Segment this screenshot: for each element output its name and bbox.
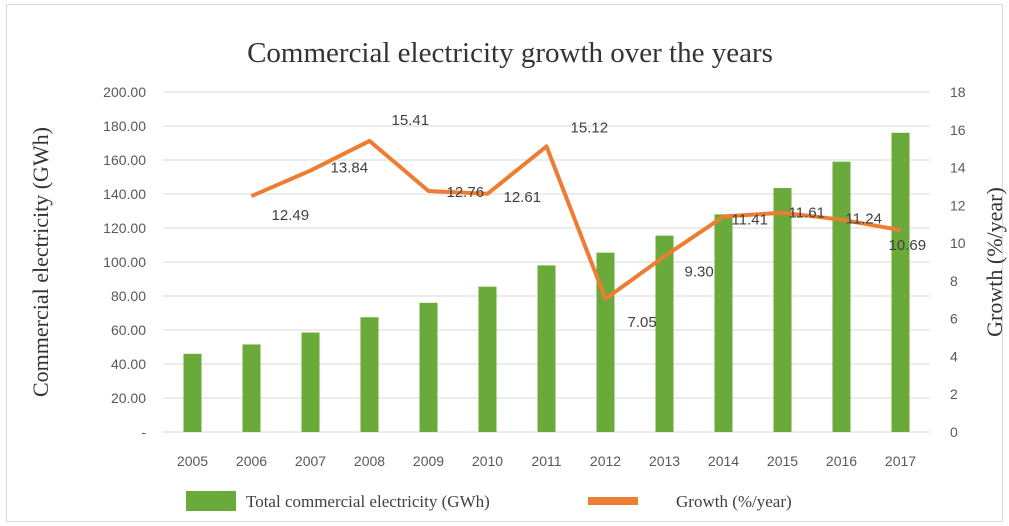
x-tick-label: 2011 — [531, 453, 561, 469]
data-label: 12.61 — [504, 189, 542, 206]
bar — [714, 214, 733, 432]
bar — [242, 344, 261, 432]
y2-tick-label: 0 — [950, 424, 958, 440]
data-label: 15.41 — [392, 112, 430, 129]
x-tick-label: 2007 — [295, 453, 326, 469]
y-tick-label: 80.00 — [111, 288, 146, 304]
chart-title: Commercial electricity growth over the y… — [247, 37, 773, 69]
y-tick-label: 140.00 — [103, 186, 146, 202]
data-label: 7.05 — [628, 314, 657, 331]
y2-tick-label: 2 — [950, 386, 958, 402]
legend-label-bars: Total commercial electricity (GWh) — [246, 492, 490, 511]
bar — [301, 332, 320, 432]
y2-tick-label: 8 — [950, 273, 958, 289]
y2-tick-label: 10 — [950, 235, 966, 251]
y-tick-label: 120.00 — [103, 220, 146, 236]
x-tick-label: 2016 — [826, 453, 857, 469]
x-tick-label: 2010 — [472, 453, 503, 469]
x-tick-label: 2014 — [708, 453, 739, 469]
y2-tick-label: 16 — [950, 122, 966, 138]
line-series: 12.49 13.84 15.41 12.76 12.61 15.12 7.05 9.30 11… — [250, 112, 927, 331]
legend: Total commercial electricity (GWh) Growth… — [186, 491, 792, 511]
data-label: 15.12 — [571, 119, 609, 136]
legend-swatch-line — [588, 497, 638, 505]
bar-series — [183, 132, 910, 433]
bar — [478, 286, 497, 432]
data-label: 12.49 — [272, 207, 310, 224]
y-tick-label: 40.00 — [111, 356, 146, 372]
data-label: 11.24 — [846, 211, 882, 228]
x-tick-label: 2008 — [354, 453, 385, 469]
data-label: 12.76 — [447, 184, 485, 201]
data-label: 13.84 — [331, 160, 369, 177]
x-tick-label: 2009 — [413, 453, 444, 469]
bar — [832, 161, 851, 432]
y-tick-label: 100.00 — [103, 254, 146, 270]
gridlines — [163, 91, 930, 433]
growth-line — [250, 138, 901, 301]
bar — [655, 235, 674, 432]
bar — [773, 188, 792, 432]
bar — [360, 317, 379, 432]
y-axis-label: Commercial electricity (GWh) — [28, 127, 53, 397]
x-tick-label: 2013 — [649, 453, 680, 469]
y-tick-label: 200.00 — [103, 84, 146, 100]
data-label: 11.41 — [732, 211, 768, 228]
y2-tick-label: 12 — [950, 197, 966, 213]
y2-tick-label: 14 — [950, 160, 966, 176]
bar — [537, 265, 556, 432]
axis-ticks: - 20.00 40.00 60.00 80.00 100.00 120.00 140.00 1… — [103, 84, 966, 469]
x-tick-label: 2015 — [767, 453, 798, 469]
data-label: 10.69 — [889, 237, 927, 254]
legend-label-line: Growth (%/year) — [676, 492, 792, 511]
y-tick-label: - — [141, 424, 146, 440]
y-tick-label: 60.00 — [111, 322, 146, 338]
y2-tick-label: 6 — [950, 311, 958, 327]
y2-tick-label: 18 — [950, 84, 966, 100]
x-tick-label: 2017 — [885, 453, 916, 469]
y2-tick-label: 4 — [950, 348, 958, 364]
data-label: 9.30 — [685, 263, 714, 280]
x-tick-label: 2012 — [590, 453, 621, 469]
bar — [891, 132, 910, 433]
x-tick-label: 2006 — [236, 453, 267, 469]
x-tick-label: 2005 — [177, 453, 208, 469]
y-tick-label: 160.00 — [103, 152, 146, 168]
y2-axis-label: Growth (%/year) — [982, 187, 1007, 337]
data-label: 11.61 — [789, 205, 825, 222]
bar — [183, 353, 202, 432]
bar — [419, 302, 438, 432]
legend-swatch-bars — [186, 491, 236, 511]
y-tick-label: 20.00 — [111, 390, 146, 406]
y-tick-label: 180.00 — [103, 118, 146, 134]
